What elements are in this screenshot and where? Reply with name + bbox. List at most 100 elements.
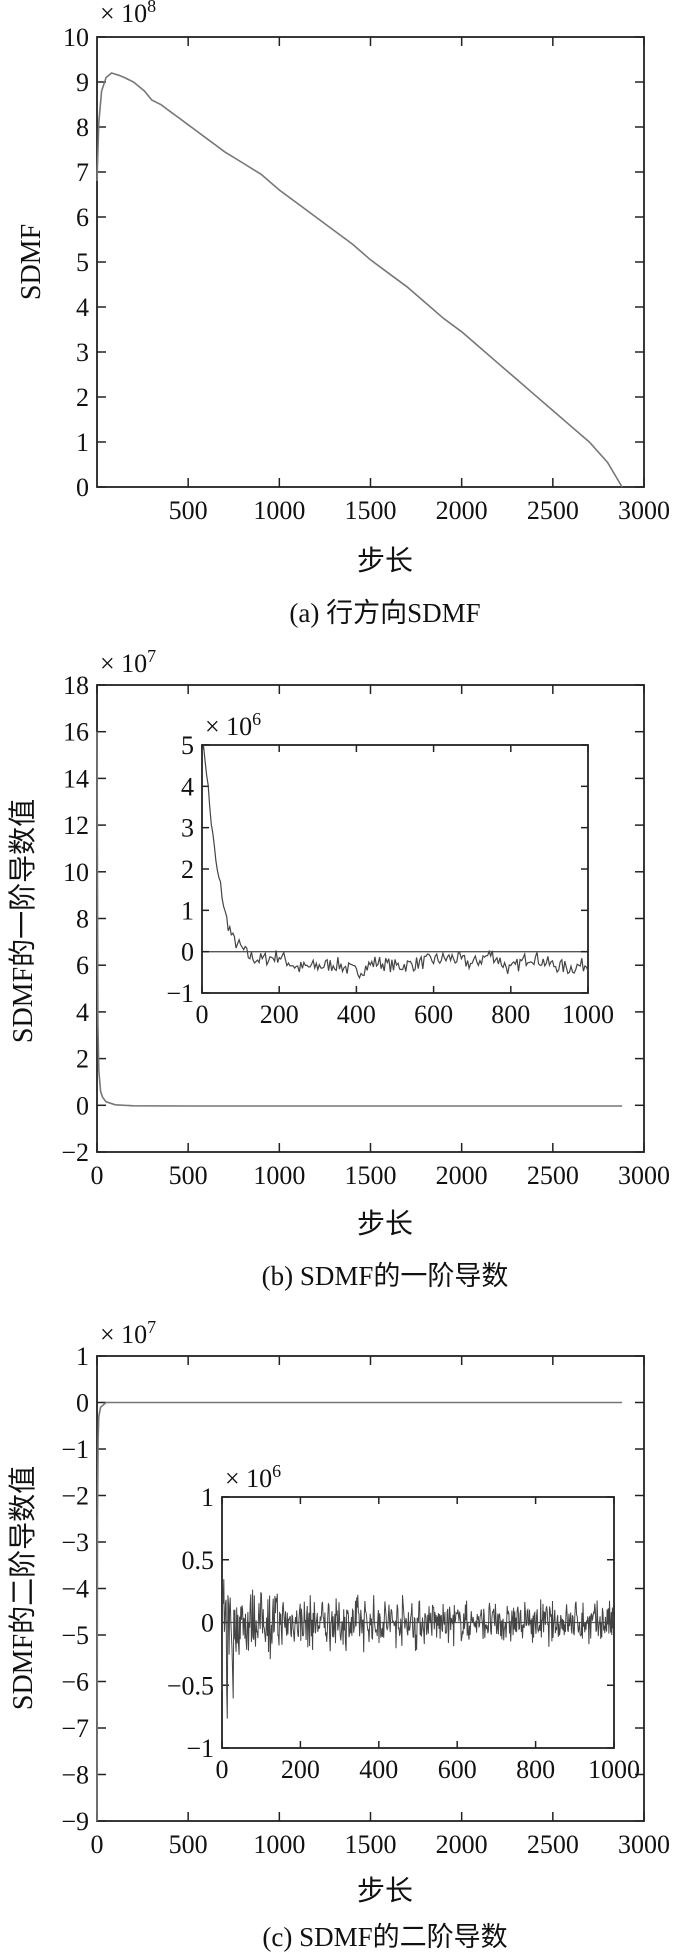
y-tick-label: 0 xyxy=(76,1389,89,1418)
panel-c-ylabel: SDMF的二阶导数值 xyxy=(7,1466,39,1710)
y-tick-label: 9 xyxy=(76,68,89,97)
y-tick-label: −1 xyxy=(186,1734,214,1763)
x-tick-label: 200 xyxy=(281,1755,320,1784)
panel-a-caption: (a) 行方向SDMF xyxy=(289,598,480,628)
x-tick-label: 1000 xyxy=(253,496,305,525)
y-tick-label: 1 xyxy=(201,1483,214,1512)
x-tick-label: 1000 xyxy=(588,1755,640,1784)
y-tick-label: −7 xyxy=(61,1714,89,1743)
panel-b-x-ticks: 0 500 1000 1500 2000 2500 3000 xyxy=(91,685,670,1190)
x-tick-label: 1500 xyxy=(345,496,397,525)
y-tick-label: 5 xyxy=(76,248,89,277)
panel-b-caption: (b) SDMF的一阶导数 xyxy=(262,1261,509,1291)
y-tick-label: −2 xyxy=(61,1482,89,1511)
y-tick-label: 10 xyxy=(63,23,89,52)
x-tick-label: 0 xyxy=(91,1830,104,1859)
x-tick-label: 2000 xyxy=(436,1161,488,1190)
y-tick-label: 0.5 xyxy=(182,1546,215,1575)
x-tick-label: 2500 xyxy=(527,496,579,525)
x-tick-label: 0 xyxy=(196,1000,209,1029)
panel-c-xlabel: 步长 xyxy=(357,1875,413,1907)
y-tick-label: 1 xyxy=(181,896,194,925)
y-tick-label: 6 xyxy=(76,951,89,980)
y-tick-label: 6 xyxy=(76,203,89,232)
panel-c-inset-y-ticks: −1 −0.5 0 0.5 1 xyxy=(167,1483,614,1763)
y-tick-label: 8 xyxy=(76,113,89,142)
x-tick-label: 500 xyxy=(169,496,208,525)
panel-a-axes-frame xyxy=(96,36,645,488)
x-tick-label: 500 xyxy=(169,1830,208,1859)
x-tick-label: 3000 xyxy=(618,1161,670,1190)
panel-b-inset-y-ticks: −1 0 1 2 3 4 5 xyxy=(166,731,588,1008)
x-tick-label: 400 xyxy=(337,1000,376,1029)
y-tick-label: −5 xyxy=(61,1621,89,1650)
x-tick-label: 2000 xyxy=(436,496,488,525)
x-tick-label: 2500 xyxy=(527,1830,579,1859)
x-tick-label: 600 xyxy=(414,1000,453,1029)
y-tick-label: 2 xyxy=(181,855,194,884)
y-tick-label: −9 xyxy=(61,1807,89,1836)
y-tick-label: −8 xyxy=(61,1761,89,1790)
panel-b-xlabel: 步长 xyxy=(357,1208,413,1240)
x-tick-label: 200 xyxy=(260,1000,299,1029)
y-tick-label: −3 xyxy=(61,1528,89,1557)
y-tick-label: 18 xyxy=(63,671,89,700)
y-tick-label: 0 xyxy=(76,473,89,502)
x-tick-label: 600 xyxy=(438,1755,477,1784)
x-tick-label: 1000 xyxy=(562,1000,614,1029)
x-tick-label: 1500 xyxy=(345,1830,397,1859)
panel-b-inset-curve xyxy=(201,745,589,980)
panel-c-caption: (c) SDMF的二阶导数 xyxy=(262,1922,507,1952)
panel-a-multiplier: × 108 xyxy=(100,0,156,28)
y-tick-label: 1 xyxy=(76,1342,89,1371)
panel-b-ylabel: SDMF的一阶导数值 xyxy=(7,799,39,1043)
panel-c-x-ticks: 0 500 1000 1500 2000 2500 3000 xyxy=(91,1356,670,1859)
panel-a-sdmf-curve xyxy=(96,72,623,488)
x-tick-label: 1000 xyxy=(253,1830,305,1859)
y-tick-label: 3 xyxy=(76,338,89,367)
y-tick-label: 0 xyxy=(201,1609,214,1638)
y-tick-label: 2 xyxy=(76,383,89,412)
panel-a-row-sdmf: 500 1000 1500 2000 2500 3000 0 1 2 3 4 5 6 7 8 9 10 × 1… xyxy=(16,0,670,628)
panel-c-inset-x-ticks: 0 200 400 600 800 1000 xyxy=(216,1497,640,1784)
panel-b-derivative-curve xyxy=(96,731,623,1107)
y-tick-label: 2 xyxy=(76,1045,89,1074)
x-tick-label: 3000 xyxy=(618,496,670,525)
y-tick-label: 0 xyxy=(181,938,194,967)
y-tick-label: 8 xyxy=(76,905,89,934)
x-tick-label: 0 xyxy=(216,1755,229,1784)
x-tick-label: 1500 xyxy=(345,1161,397,1190)
panel-c-second-derivative: 0 500 1000 1500 2000 2500 3000 −9−8−7−6−5−4−3−… xyxy=(7,1317,670,1952)
y-tick-label: −1 xyxy=(166,979,194,1008)
panel-a-x-ticks: 500 1000 1500 2000 2500 3000 xyxy=(169,37,670,525)
y-tick-label: −4 xyxy=(61,1575,89,1604)
y-tick-label: 4 xyxy=(181,772,194,801)
panel-b-inset-multiplier: × 106 xyxy=(205,709,261,741)
panel-b-inset-x-ticks: 0 200 400 600 800 1000 xyxy=(196,745,614,1029)
y-tick-label: 0 xyxy=(76,1091,89,1120)
y-tick-label: 7 xyxy=(76,158,89,187)
y-tick-label: −2 xyxy=(61,1138,89,1167)
y-tick-label: −6 xyxy=(61,1668,89,1697)
x-tick-label: 800 xyxy=(516,1755,555,1784)
y-tick-label: −1 xyxy=(61,1435,89,1464)
y-tick-label: 14 xyxy=(63,764,89,793)
panel-a-xlabel: 步长 xyxy=(357,545,413,577)
panel-c-inset-multiplier: × 106 xyxy=(225,1461,281,1493)
y-tick-label: −0.5 xyxy=(167,1671,214,1700)
panel-a-y-ticks: 0 1 2 3 4 5 6 7 8 9 10 xyxy=(63,23,644,502)
x-tick-label: 500 xyxy=(169,1161,208,1190)
y-tick-label: 5 xyxy=(181,731,194,760)
y-tick-label: 16 xyxy=(63,718,89,747)
y-tick-label: 10 xyxy=(63,858,89,887)
panel-b-multiplier: × 107 xyxy=(100,646,156,678)
y-tick-label: 1 xyxy=(76,428,89,457)
y-tick-label: 12 xyxy=(63,811,89,840)
panel-c-derivative-curve xyxy=(96,1401,623,1822)
y-tick-label: 3 xyxy=(181,814,194,843)
x-tick-label: 0 xyxy=(91,1161,104,1190)
x-tick-label: 2500 xyxy=(527,1161,579,1190)
x-tick-label: 2000 xyxy=(436,1830,488,1859)
